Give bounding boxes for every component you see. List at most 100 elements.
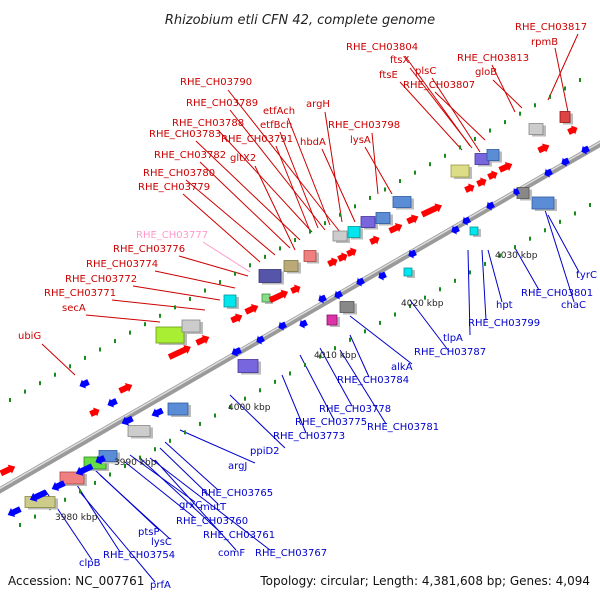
gene-label[interactable]: ptsP [138,527,160,538]
reverse-gene-arrow[interactable] [119,414,134,428]
gene-label[interactable]: chaC [561,300,586,311]
reverse-gene-arrow[interactable] [376,270,387,282]
gene-label[interactable]: RHE_CH03801 [521,288,593,299]
gene-box[interactable] [392,196,414,210]
gene-label[interactable]: lysA [350,135,371,146]
gene-label[interactable]: mutT [200,502,227,513]
gene-label[interactable]: comF [218,548,245,559]
gene-box[interactable] [181,319,203,334]
forward-gene-arrow[interactable] [345,245,358,258]
reverse-gene-arrow[interactable] [316,293,327,305]
reverse-gene-arrow[interactable] [105,396,118,409]
gene-label[interactable]: alkA [391,362,413,373]
gene-label[interactable]: lysC [151,537,172,548]
reverse-gene-arrow[interactable] [449,224,460,236]
gene-box[interactable] [450,164,472,179]
reverse-gene-arrow[interactable] [297,318,308,330]
gene-label[interactable]: RHE_CH03804 [346,42,418,53]
forward-gene-arrow[interactable] [167,342,193,361]
gene-box[interactable] [339,301,357,315]
reverse-gene-arrow[interactable] [579,144,590,156]
gene-box[interactable] [127,425,153,439]
gene-box[interactable] [326,314,340,327]
gene-label[interactable]: RHE_CH03789 [186,98,258,109]
gene-label[interactable]: RHE_CH03761 [203,530,275,541]
gene-label[interactable]: RHE_CH03767 [255,548,327,559]
gene-label[interactable]: ubiG [18,331,41,342]
reverse-gene-arrow[interactable] [6,505,23,520]
gene-label[interactable]: gltX2 [230,153,256,164]
gene-label[interactable]: plsC [415,66,436,77]
gene-label[interactable]: RHE_CH03781 [367,422,439,433]
gene-label[interactable]: RHE_CH03799 [468,318,540,329]
gene-box[interactable] [223,294,239,309]
forward-gene-arrow[interactable] [405,212,420,226]
reverse-gene-arrow[interactable] [559,156,570,168]
gene-label[interactable]: etfAch [263,106,295,117]
gene-label[interactable]: ppiD2 [250,446,280,457]
forward-gene-arrow[interactable] [475,175,488,188]
gene-label[interactable]: hbdA [300,137,326,148]
gene-box[interactable] [516,187,532,201]
reverse-gene-arrow[interactable] [484,200,495,212]
reverse-gene-arrow[interactable] [332,289,343,301]
gene-label[interactable]: RHE_CH03784 [337,375,409,386]
forward-gene-arrow[interactable] [336,250,349,263]
forward-gene-arrow[interactable] [289,282,302,295]
gene-box[interactable] [559,111,573,125]
gene-label[interactable]: RHE_CH03791 [221,134,293,145]
reverse-gene-arrow[interactable] [254,334,265,346]
reverse-gene-arrow[interactable] [460,215,471,227]
gene-label[interactable]: prfA [150,580,171,591]
gene-box[interactable] [486,149,502,163]
gene-label[interactable]: ftsE [379,70,398,81]
gene-box[interactable] [347,226,363,240]
gene-label[interactable]: RHE_CH03772 [65,274,137,285]
gene-box[interactable] [167,402,191,417]
reverse-gene-arrow[interactable] [28,488,49,505]
gene-box[interactable] [283,260,301,274]
gene-label[interactable]: argH [306,99,330,110]
reverse-gene-arrow[interactable] [149,406,164,420]
forward-gene-arrow[interactable] [463,181,476,194]
reverse-gene-arrow[interactable] [93,453,106,466]
reverse-gene-arrow[interactable] [406,248,417,260]
gene-box[interactable] [237,359,261,375]
gene-label[interactable]: tlpA [443,333,463,344]
gene-label[interactable]: gloB [475,67,497,78]
reverse-gene-arrow[interactable] [542,167,553,179]
gene-label[interactable]: grxC [179,500,202,511]
gene-box[interactable] [24,496,58,510]
forward-gene-arrow[interactable] [326,255,339,268]
gene-label[interactable]: RHE_CH03760 [176,516,248,527]
forward-gene-arrow[interactable] [88,405,101,418]
forward-gene-arrow[interactable] [536,141,551,155]
gene-label[interactable]: RHE_CH03798 [328,120,400,131]
forward-gene-arrow[interactable] [388,221,405,236]
forward-gene-arrow[interactable] [486,168,499,181]
forward-gene-arrow[interactable] [0,462,17,478]
forward-gene-arrow[interactable] [268,287,290,305]
gene-label[interactable]: RHE_CH03775 [295,417,367,428]
gene-label[interactable]: hpt [496,300,513,311]
gene-label[interactable]: etfBch [260,120,292,131]
gene-box[interactable] [469,226,481,237]
gene-label[interactable]: RHE_CH03754 [103,550,175,561]
forward-gene-arrow[interactable] [420,201,444,219]
gene-label[interactable]: RHE_CH03817 [515,22,587,33]
gene-label[interactable]: RHE_CH03771 [44,288,116,299]
gene-label[interactable]: RHE_CH03783 [149,129,221,140]
gene-box[interactable] [528,123,546,137]
gene-box[interactable] [531,196,557,211]
gene-label[interactable]: ftsX [390,55,409,66]
gene-label[interactable]: clpB [79,558,101,569]
gene-label[interactable]: RHE_CH03813 [457,53,529,64]
gene-label[interactable]: RHE_CH03776 [113,244,185,255]
reverse-gene-arrow[interactable] [50,479,67,494]
gene-box[interactable] [403,267,415,278]
forward-gene-arrow[interactable] [498,160,515,175]
forward-gene-arrow[interactable] [118,381,135,396]
gene-label[interactable]: RHE_CH03773 [273,431,345,442]
forward-gene-arrow[interactable] [229,311,244,325]
reverse-gene-arrow[interactable] [354,276,365,288]
